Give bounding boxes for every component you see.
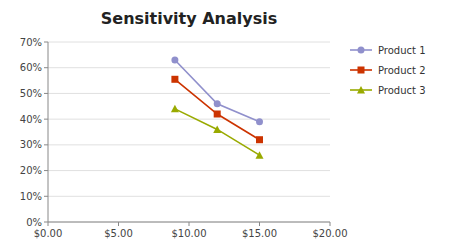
y-tick-label: 20% <box>20 165 42 176</box>
series-line <box>175 79 260 139</box>
data-point <box>214 111 221 118</box>
legend-marker <box>358 47 365 54</box>
chart-container: Sensitivity Analysis 0% 10% 20% 30% 40% 50% 60%… <box>0 0 474 248</box>
y-tick-label: 70% <box>20 37 42 48</box>
grid-line <box>48 196 330 197</box>
y-tick <box>44 119 48 120</box>
x-tick-label: $15.00 <box>242 228 277 239</box>
y-tick-label: 40% <box>20 114 42 125</box>
series-line <box>175 60 260 122</box>
legend: Product 1 Product 2 Product 3 <box>350 45 426 96</box>
x-tick <box>189 222 190 226</box>
y-tick <box>44 144 48 145</box>
x-tick <box>330 222 331 226</box>
grid-line <box>48 170 330 171</box>
y-axis-line <box>48 42 49 222</box>
x-tick-label: $0.00 <box>34 228 63 239</box>
data-point <box>171 76 178 83</box>
x-tick-label: $5.00 <box>104 228 133 239</box>
grid-line <box>48 144 330 145</box>
grid-line <box>48 222 330 223</box>
chart-svg: Sensitivity Analysis 0% 10% 20% 30% 40% 50% 60%… <box>0 0 474 248</box>
chart-title: Sensitivity Analysis <box>101 9 277 28</box>
y-tick-label: 50% <box>20 88 42 99</box>
y-tick <box>44 196 48 197</box>
y-tick-label: 30% <box>20 139 42 150</box>
legend-marker <box>357 86 365 94</box>
y-tick <box>44 42 48 43</box>
grid-line <box>48 93 330 94</box>
data-point <box>256 151 264 159</box>
y-tick-label: 0% <box>26 217 42 228</box>
y-tick-label: 10% <box>20 191 42 202</box>
y-tick <box>44 67 48 68</box>
data-point <box>171 105 179 113</box>
legend-label: Product 1 <box>378 45 426 56</box>
series-line <box>175 109 260 155</box>
y-tick-label: 60% <box>20 62 42 73</box>
legend-label: Product 3 <box>378 85 426 96</box>
data-point <box>256 136 263 143</box>
grid-line <box>48 67 330 68</box>
x-tick <box>118 222 119 226</box>
x-tick-label: $10.00 <box>172 228 207 239</box>
legend-marker <box>358 67 365 74</box>
y-tick <box>44 222 48 223</box>
grid-line <box>48 42 330 43</box>
legend-label: Product 2 <box>378 65 426 76</box>
x-tick-label: $20.00 <box>313 228 348 239</box>
y-tick <box>44 93 48 94</box>
x-axis-line <box>48 222 330 223</box>
data-point <box>213 125 221 133</box>
y-tick <box>44 170 48 171</box>
data-point <box>171 57 178 64</box>
grid-line <box>48 119 330 120</box>
data-point <box>214 100 221 107</box>
plot-area <box>171 57 264 159</box>
data-point <box>256 118 263 125</box>
x-tick <box>48 222 49 226</box>
x-tick <box>259 222 260 226</box>
grid <box>48 42 330 222</box>
